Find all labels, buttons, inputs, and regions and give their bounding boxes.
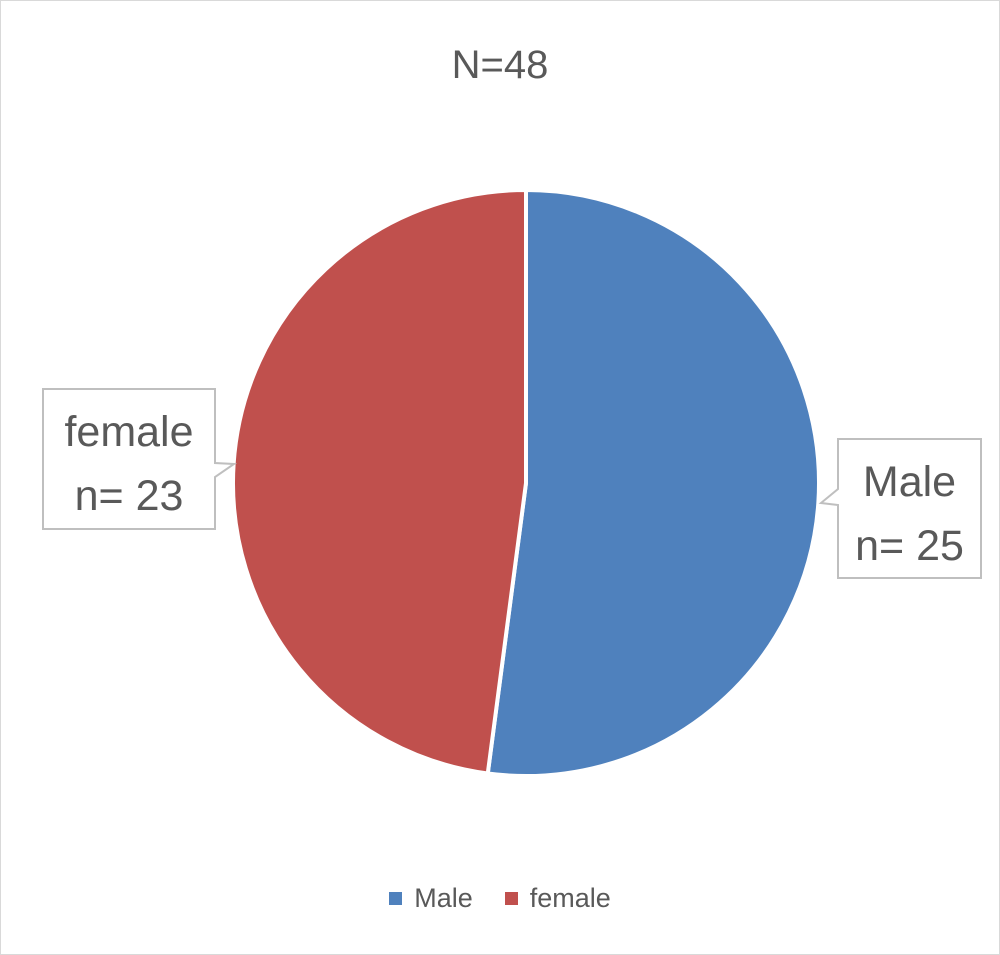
data-label-category-male: Male — [863, 458, 956, 506]
pie-slice-female — [231, 188, 528, 776]
legend-item-female: female — [504, 883, 611, 914]
pie-slices — [231, 188, 821, 778]
data-callout-male: Male n= 25 — [818, 438, 982, 579]
legend-item-male: Male — [389, 883, 473, 914]
data-callout-box-male — [818, 438, 982, 579]
data-callout-box-female — [42, 388, 238, 530]
chart-title: N=48 — [451, 43, 549, 87]
pie-slice-male — [485, 188, 821, 778]
data-callout-female: female n= 23 — [42, 388, 238, 530]
legend: Male female — [1, 883, 999, 914]
legend-swatch-male — [389, 892, 403, 905]
legend-swatch-female — [504, 892, 518, 905]
data-label-count-female: n= 23 — [75, 472, 184, 520]
legend-label-male: Male — [414, 883, 473, 913]
legend-label-female: female — [529, 883, 611, 913]
data-callouts: Male n= 25 female n= 23 — [42, 388, 982, 579]
data-label-category-female: female — [64, 408, 193, 456]
data-label-count-male: n= 25 — [855, 522, 964, 570]
